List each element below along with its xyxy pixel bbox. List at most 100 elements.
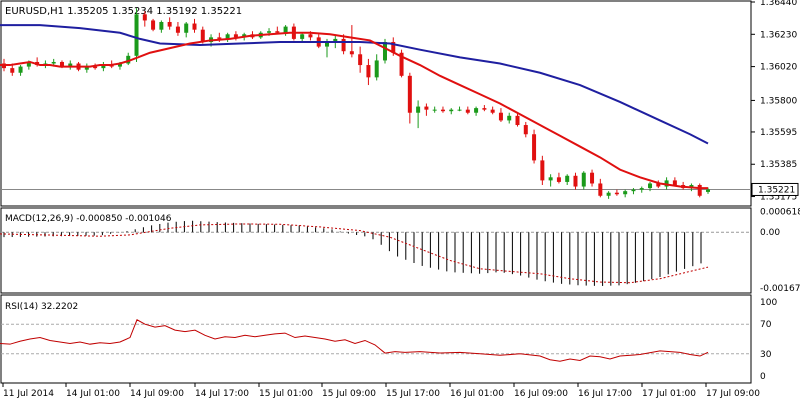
bullish-candle	[457, 109, 462, 111]
rsi-y-tick-label: 30	[760, 350, 772, 360]
time-tick-label: 14 Jul 17:00	[195, 389, 249, 399]
time-tick-label: 17 Jul 01:00	[642, 389, 696, 399]
rsi-y-tick-label: 70	[760, 320, 772, 330]
bearish-candle	[192, 23, 197, 30]
macd-y-tick-label: 0.000618	[760, 208, 800, 218]
bearish-candle	[532, 134, 537, 161]
bullish-candle	[706, 189, 710, 192]
rsi-y-axis: 100 70 30 0	[760, 298, 777, 382]
macd-y-tick-label: -0.001672	[760, 284, 800, 294]
rsi-title: RSI(14) 32.2202	[5, 302, 78, 312]
bearish-candle	[490, 109, 495, 113]
time-tick-label: 16 Jul 01:00	[450, 389, 504, 399]
bullish-candle	[26, 61, 31, 67]
macd-y-axis: 0.000618 0.00 -0.001672	[760, 208, 800, 294]
bullish-candle	[18, 66, 23, 73]
bullish-candle	[101, 65, 106, 69]
bearish-candle	[540, 160, 545, 181]
bullish-candle	[51, 61, 56, 64]
bullish-candle	[117, 63, 122, 67]
time-tick-label: 11 Jul 2014	[3, 389, 54, 399]
bullish-candle	[432, 109, 437, 111]
price-y-axis: 1.36440 1.36230 1.36020 1.35800 1.35595 1.353…	[751, 0, 797, 203]
bullish-candle	[639, 188, 644, 190]
bearish-candle	[10, 68, 15, 73]
time-axis: 11 Jul 2014 14 Jul 01:00 14 Jul 09:00 14 Ju…	[2, 383, 760, 399]
fast-moving-average-line	[0, 31, 708, 190]
bullish-candle	[416, 106, 421, 113]
bearish-candle	[498, 112, 503, 121]
bearish-candle	[59, 61, 64, 67]
time-tick-label: 15 Jul 01:00	[259, 389, 313, 399]
bullish-candle	[225, 34, 230, 39]
macd-title: MACD(12,26,9) -0.000850 -0.001046	[5, 214, 172, 224]
bearish-candle	[391, 41, 396, 53]
time-tick-label: 14 Jul 09:00	[130, 389, 184, 399]
rsi-line	[0, 319, 709, 362]
bullish-candle	[474, 108, 479, 113]
bearish-candle	[275, 31, 280, 33]
rsi-y-tick-label: 100	[760, 298, 777, 308]
bearish-candle	[142, 14, 147, 21]
bearish-candle	[590, 172, 595, 184]
current-price-tag	[751, 182, 799, 196]
macd-histogram	[3, 220, 702, 286]
bearish-candle	[399, 52, 404, 76]
price-y-tick-label: 1.35175	[760, 193, 797, 203]
bullish-candle	[134, 14, 139, 56]
bearish-candle	[167, 21, 172, 27]
time-tick-label: 16 Jul 17:00	[578, 389, 632, 399]
rsi-y-tick-label: 0	[760, 372, 766, 382]
price-y-tick-label: 1.35595	[760, 128, 797, 138]
bullish-candle	[449, 109, 454, 112]
bullish-candle	[300, 34, 305, 39]
bullish-candle	[581, 172, 586, 187]
bearish-candle	[614, 192, 619, 195]
bearish-candle	[308, 34, 313, 38]
bearish-candle	[598, 183, 603, 196]
bearish-candle	[573, 175, 578, 187]
bearish-candle	[233, 34, 238, 38]
macd-signal-line	[0, 223, 709, 284]
bullish-candle	[159, 21, 164, 30]
bullish-candle	[374, 60, 379, 78]
price-title: EURUSD,H1 1.35205 1.35234 1.35192 1.3522…	[5, 6, 242, 17]
bearish-candle	[465, 109, 470, 113]
macd-y-tick-label: 0.00	[760, 228, 780, 238]
price-y-tick-label: 1.36230	[760, 30, 797, 40]
bearish-candle	[515, 115, 520, 126]
bearish-candle	[217, 37, 222, 39]
bearish-candle	[349, 51, 354, 55]
bullish-candle	[325, 41, 330, 47]
bullish-candle	[267, 31, 272, 33]
bullish-candle	[623, 191, 628, 195]
bearish-candle	[175, 26, 180, 33]
time-tick-label: 15 Jul 09:00	[322, 389, 376, 399]
slow-moving-average-line	[0, 24, 709, 145]
bullish-candle	[548, 177, 553, 181]
bearish-candle	[672, 180, 677, 186]
bullish-candle	[565, 175, 570, 182]
bearish-candle	[358, 54, 363, 66]
price-y-tick-label: 1.36440	[760, 0, 797, 8]
bearish-candle	[109, 65, 114, 67]
price-panel: EURUSD,H1 1.35205 1.35234 1.35192 1.3522…	[0, 0, 799, 207]
bearish-candle	[407, 75, 412, 113]
bullish-candle	[507, 115, 512, 121]
bullish-candle	[664, 180, 669, 187]
bullish-candle	[84, 66, 89, 70]
bearish-candle	[424, 106, 429, 110]
bullish-candle	[283, 26, 288, 33]
bearish-candle	[93, 66, 98, 69]
price-y-tick-label: 1.35800	[760, 96, 797, 106]
current-price-label: 1.35221	[758, 185, 795, 195]
bearish-candle	[656, 183, 661, 187]
bearish-candle	[200, 29, 205, 42]
rsi-panel: RSI(14) 32.2202 100 70 30 0	[0, 294, 777, 384]
bearish-candle	[556, 177, 561, 182]
time-tick-label: 14 Jul 01:00	[66, 389, 120, 399]
bullish-candle	[382, 41, 387, 61]
bearish-candle	[440, 109, 445, 112]
bullish-candle	[184, 23, 189, 33]
